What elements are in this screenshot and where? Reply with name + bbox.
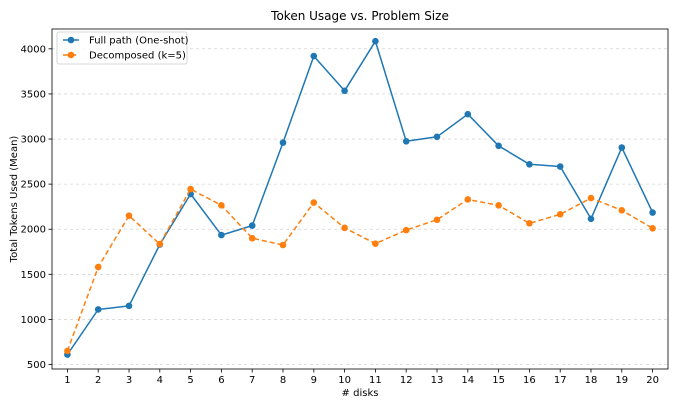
data-point-full-path: [433, 133, 441, 141]
y-tick-label: 2500: [21, 180, 46, 191]
data-point-decomposed: [402, 226, 410, 234]
data-point-decomposed: [372, 240, 379, 247]
data-point-decomposed: [156, 240, 164, 248]
series-line-decomposed: [66, 188, 653, 352]
x-tick-label: 8: [280, 375, 286, 386]
data-point-decomposed: [341, 224, 348, 232]
data-point-decomposed: [187, 185, 194, 193]
data-point-decomposed: [218, 202, 225, 209]
y-tick-label: 3500: [21, 89, 46, 100]
data-point-full-path: [649, 209, 656, 216]
data-point-full-path: [310, 52, 318, 60]
data-point-decomposed: [125, 212, 133, 219]
x-tick-label: 17: [554, 375, 567, 386]
data-point-decomposed: [94, 263, 102, 271]
data-point-decomposed: [556, 211, 564, 218]
series-layer: [64, 37, 656, 358]
legend-label-decomposed: Decomposed (k=5): [89, 51, 186, 62]
data-point-full-path: [248, 222, 256, 229]
data-point-full-path: [341, 87, 348, 95]
x-tick-label: 7: [249, 375, 255, 386]
x-tick-label: 15: [492, 375, 505, 386]
data-point-decomposed: [248, 234, 256, 242]
y-tick-label: 1500: [21, 270, 46, 281]
y-axis-label: Total Tokens Used (Mean): [9, 136, 20, 264]
x-tick-label: 2: [95, 375, 101, 386]
x-tick-label: 16: [523, 375, 536, 386]
x-tick-label: 11: [369, 375, 382, 386]
legend-marker-decomposed: [67, 51, 75, 59]
x-tick-label: 13: [431, 375, 444, 386]
x-tick-label: 9: [311, 375, 317, 386]
x-tick-label: 18: [585, 375, 598, 386]
data-point-decomposed: [64, 347, 71, 355]
data-point-full-path: [556, 163, 564, 170]
data-point-decomposed: [618, 206, 626, 214]
y-tick-label: 1000: [21, 315, 46, 326]
x-axis-label: # disks: [342, 388, 379, 399]
legend-label-full-path: Full path (One-shot): [89, 36, 189, 47]
legend-marker-full-path: [67, 36, 75, 44]
y-tick-label: 500: [27, 360, 46, 371]
data-point-full-path: [618, 144, 626, 151]
x-tick-label: 3: [126, 375, 132, 386]
data-point-decomposed: [649, 225, 656, 232]
data-point-full-path: [495, 142, 502, 150]
data-point-full-path: [402, 137, 410, 145]
x-tick-label: 4: [157, 375, 163, 386]
data-point-decomposed: [587, 194, 595, 202]
data-point-decomposed: [464, 196, 472, 203]
x-tick-label: 6: [218, 375, 224, 386]
x-tick-label: 12: [400, 375, 413, 386]
data-point-full-path: [526, 160, 533, 168]
data-point-decomposed: [495, 202, 502, 209]
data-point-full-path: [464, 110, 472, 118]
legend: Full path (One-shot) Decomposed (k=5): [56, 31, 189, 65]
x-tick-label: 19: [615, 375, 628, 386]
data-point-decomposed: [433, 216, 441, 224]
data-point-full-path: [94, 306, 102, 313]
plot-frame: [51, 28, 669, 370]
x-tick-label: 20: [646, 375, 659, 386]
grid-layer: [52, 48, 668, 365]
x-tick-label: 1: [64, 375, 70, 386]
chart-title: Token Usage vs. Problem Size: [270, 9, 449, 23]
data-point-full-path: [587, 215, 595, 223]
x-tick-label: 10: [338, 375, 351, 386]
data-point-full-path: [372, 37, 379, 45]
x-tick-label: 5: [187, 375, 193, 386]
data-point-decomposed: [310, 199, 318, 206]
x-tick-label: 14: [461, 375, 474, 386]
data-point-full-path: [125, 302, 133, 310]
legend-box: [56, 31, 188, 65]
y-tick-label: 4000: [21, 44, 46, 55]
data-point-full-path: [279, 139, 287, 146]
y-tick-label: 3000: [21, 135, 46, 146]
data-point-decomposed: [526, 220, 533, 227]
data-point-decomposed: [279, 241, 287, 249]
data-point-full-path: [218, 231, 225, 239]
y-tick-label: 2000: [21, 225, 46, 236]
